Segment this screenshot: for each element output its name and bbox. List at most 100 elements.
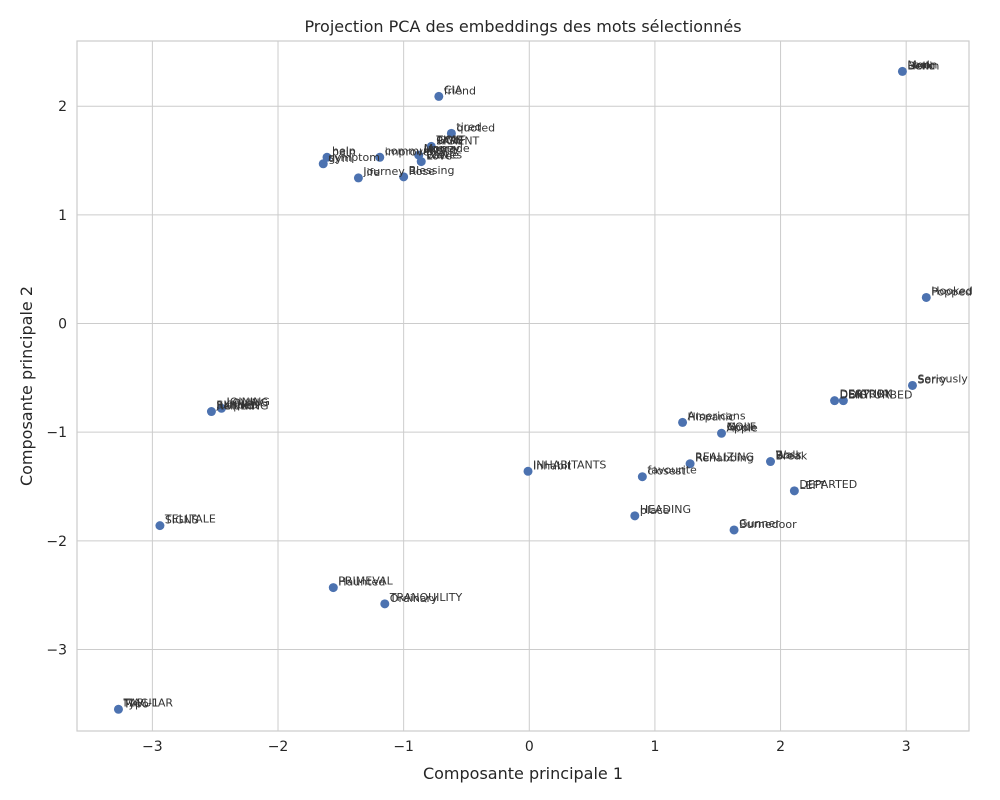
point-label: Apple bbox=[727, 421, 759, 434]
data-point bbox=[685, 459, 695, 469]
point-label: friend bbox=[444, 84, 476, 97]
y-tick-label: 2 bbox=[58, 99, 67, 115]
data-point bbox=[322, 152, 332, 162]
point-label: Gunner bbox=[739, 517, 780, 530]
data-point bbox=[729, 525, 739, 535]
data-point bbox=[630, 511, 640, 521]
point-label: upgrade bbox=[424, 142, 470, 155]
data-point bbox=[426, 141, 436, 151]
point-label: Haunted bbox=[338, 576, 385, 589]
point-label: RUNNING bbox=[216, 400, 268, 413]
data-point bbox=[216, 403, 226, 413]
point-label: TELLTALE bbox=[164, 513, 216, 526]
tick-labels: −3 −2 −1 0 1 2 3 −3 −2 −1 0 1 2 bbox=[46, 99, 910, 755]
point-label: jumped bbox=[215, 399, 257, 412]
point-label: Mode bbox=[727, 420, 757, 433]
point-label: TAPULAR bbox=[122, 696, 173, 709]
point-label: Walk bbox=[775, 449, 802, 462]
point-label: closest bbox=[647, 465, 686, 478]
x-tick-label: 1 bbox=[650, 739, 659, 755]
point-label: DENY bbox=[840, 389, 871, 402]
point-label: SATURN bbox=[848, 388, 893, 401]
point-label: PRIMEVAL bbox=[338, 575, 393, 588]
data-point bbox=[637, 472, 647, 482]
point-labels: MoonBerlinLookHelloCIAfriendtiredquotedT… bbox=[122, 58, 972, 710]
point-label: place bbox=[640, 504, 670, 517]
point-label: INHABITANTS bbox=[533, 458, 606, 471]
point-label: Boss bbox=[775, 449, 801, 462]
point-label: Burnedoor bbox=[739, 518, 797, 531]
x-tick-label: −2 bbox=[268, 739, 289, 755]
data-point bbox=[399, 172, 409, 182]
point-label: favourite bbox=[647, 464, 697, 477]
point-label: LOVING bbox=[226, 396, 268, 409]
data-point bbox=[434, 91, 444, 101]
data-point bbox=[206, 407, 216, 417]
point-label: Rehabbing bbox=[695, 452, 754, 465]
point-label: gym bbox=[328, 152, 352, 165]
data-point bbox=[765, 457, 775, 467]
x-tick-label: −3 bbox=[142, 739, 163, 755]
point-label: Inhabit bbox=[533, 459, 572, 472]
point-label: DESTROY bbox=[840, 388, 892, 401]
point-label: journey bbox=[362, 165, 405, 178]
point-label: Battle bbox=[426, 149, 459, 162]
point-label: Home bbox=[424, 143, 457, 156]
plot-frame bbox=[76, 40, 970, 732]
point-label: Love bbox=[426, 150, 452, 163]
point-label: Break bbox=[775, 450, 807, 463]
y-tick-label: 0 bbox=[58, 317, 67, 333]
point-label: DISTURBED bbox=[848, 389, 912, 402]
point-label: Rose bbox=[409, 165, 436, 178]
point-label: community bbox=[385, 144, 448, 157]
point-label: SKIING bbox=[216, 399, 253, 412]
data-point bbox=[789, 486, 799, 496]
point-label: Typo bbox=[122, 697, 148, 710]
point-label: GOLF bbox=[727, 420, 757, 433]
data-point bbox=[113, 704, 123, 714]
point-label: SIGNS bbox=[165, 514, 199, 527]
point-label: symptom bbox=[328, 151, 380, 164]
data-points bbox=[113, 66, 931, 714]
grid-lines bbox=[77, 41, 969, 731]
data-point bbox=[907, 380, 917, 390]
point-label: quoted bbox=[456, 121, 495, 134]
point-label: Americans bbox=[688, 409, 746, 422]
y-tick-label: −1 bbox=[46, 425, 67, 441]
y-axis-label: Composante principale 2 bbox=[17, 286, 36, 486]
point-label: Popped bbox=[931, 285, 972, 298]
point-label: JOINING bbox=[225, 395, 269, 408]
data-point bbox=[380, 599, 390, 609]
x-tick-label: 3 bbox=[902, 739, 911, 755]
point-label: Hello bbox=[907, 59, 935, 72]
data-point bbox=[353, 173, 363, 183]
point-label: tired bbox=[456, 120, 481, 133]
y-tick-label: −2 bbox=[46, 534, 67, 550]
y-tick-label: 1 bbox=[58, 208, 67, 224]
point-label: CIA bbox=[444, 83, 463, 96]
y-tick-label: −3 bbox=[46, 643, 67, 659]
point-label: Seriously bbox=[917, 372, 968, 385]
point-label: Look bbox=[907, 58, 933, 71]
data-point bbox=[717, 428, 727, 438]
x-axis-label: Composante principale 1 bbox=[423, 764, 623, 783]
point-label: MAC-1 bbox=[123, 696, 158, 709]
point-label: Moon bbox=[907, 58, 937, 71]
data-point bbox=[897, 66, 907, 76]
data-point bbox=[446, 128, 456, 138]
data-point bbox=[523, 466, 533, 476]
x-tick-label: 2 bbox=[776, 739, 785, 755]
point-label: REALIZING bbox=[695, 451, 754, 464]
point-label: life bbox=[363, 166, 380, 179]
point-label: GOLF bbox=[436, 133, 466, 146]
point-label: Blessing bbox=[409, 164, 455, 177]
data-point bbox=[416, 157, 426, 167]
point-label: Hispanic bbox=[688, 410, 735, 423]
data-point bbox=[678, 417, 688, 427]
point-label: HEADING bbox=[640, 503, 691, 516]
chart-title: Projection PCA des embeddings des mots s… bbox=[304, 17, 741, 36]
point-label: DEPARTED bbox=[799, 478, 857, 491]
point-label: Sorry bbox=[917, 373, 947, 386]
point-label: LEFT bbox=[799, 479, 825, 492]
